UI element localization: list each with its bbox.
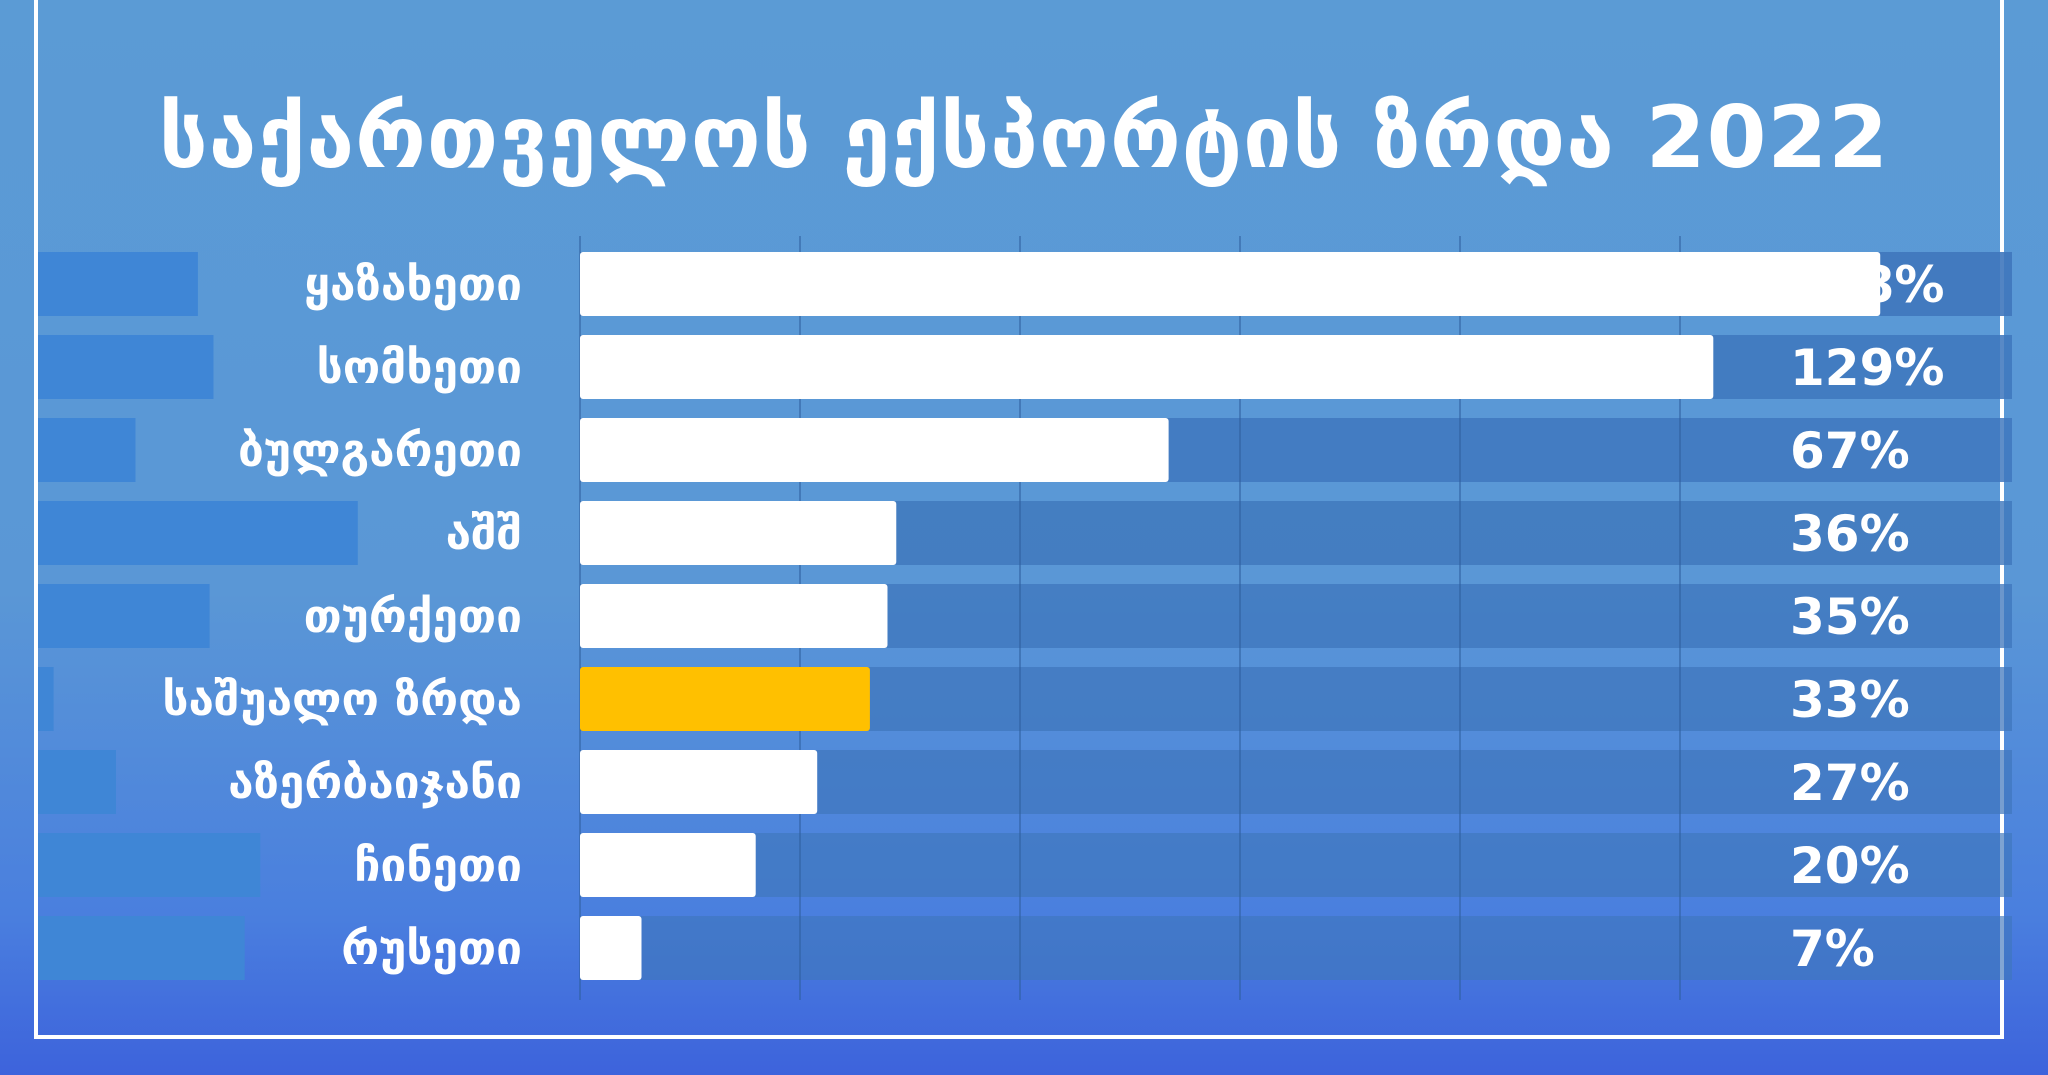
category-label: თურქეთი [304,589,522,643]
bar [580,252,1881,316]
value-label: 148% [1790,256,1944,314]
row-left-band [38,252,198,316]
bar [580,916,642,980]
category-label: სომხეთი [317,340,522,394]
value-label: 27% [1790,754,1910,812]
row-left-band [38,418,136,482]
row-left-band [38,501,358,565]
row-track [580,916,2012,980]
row-left-band [38,584,210,648]
bar [580,750,818,814]
value-label: 35% [1790,588,1910,646]
bar [580,667,870,731]
category-label: ყაზახეთი [304,257,522,311]
value-label: 36% [1790,505,1910,563]
row-left-band [38,916,245,980]
bar [580,418,1169,482]
value-label: 67% [1790,422,1910,480]
category-label: აზერბაიჯანი [228,755,522,809]
bar [580,833,756,897]
bar [580,584,888,648]
row-left-band [38,750,116,814]
row-left-band [38,335,214,399]
bar [580,501,897,565]
chart-title: საქართველოს ექსპორტის ზრდა 2022 [158,88,1890,188]
category-label: საშუალო ზრდა [162,672,522,726]
category-label: ჩინეთი [354,838,522,892]
value-label: 7% [1790,920,1875,978]
row-left-band [38,667,54,731]
bar [580,335,1714,399]
row-track [580,833,2012,897]
row-left-band [38,833,261,897]
category-label: აშშ [446,506,522,560]
category-label: რუსეთი [341,921,522,975]
category-label: ბულგარეთი [238,423,522,477]
value-label: 129% [1790,339,1944,397]
value-label: 20% [1790,837,1910,895]
row-track [580,750,2012,814]
value-label: 33% [1790,671,1910,729]
